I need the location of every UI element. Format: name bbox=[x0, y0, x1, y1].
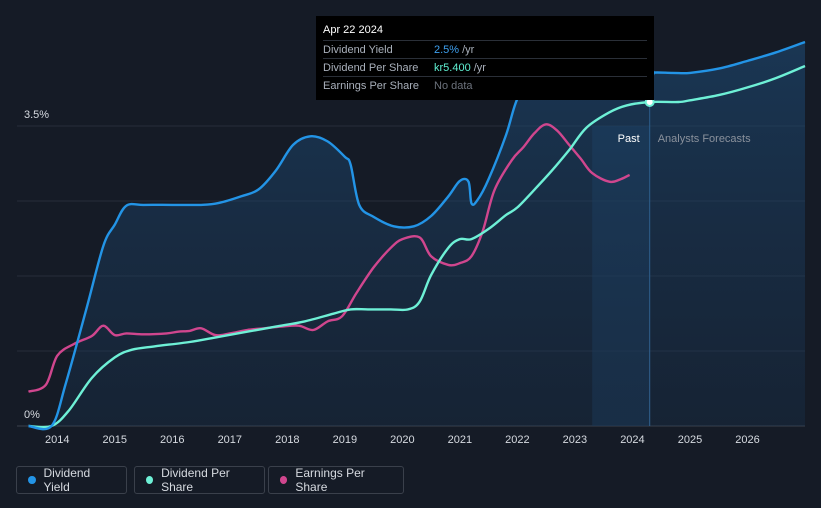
x-tick-label: 2022 bbox=[505, 434, 529, 446]
series-area-dividend-yield bbox=[28, 20, 805, 430]
legend-label: Dividend Yield bbox=[43, 466, 91, 494]
y-tick-label-bottom: 0% bbox=[24, 409, 40, 421]
legend-dividend-yield[interactable]: Dividend Yield bbox=[16, 466, 127, 494]
past-label: Past bbox=[618, 133, 640, 145]
x-tick-label: 2014 bbox=[45, 434, 69, 446]
axis-layer: 2014 2015 2016 2017 2018 2019 2020 2021 2022 2023… bbox=[45, 434, 760, 446]
x-tick-label: 2021 bbox=[448, 434, 472, 446]
tooltip-date: Apr 22 2024 bbox=[323, 24, 383, 36]
x-tick-label: 2015 bbox=[103, 434, 127, 446]
legend-earnings-per-share[interactable]: Earnings Per Share bbox=[268, 466, 404, 494]
x-tick-label: 2024 bbox=[620, 434, 644, 446]
tooltip-value: kr5.400 bbox=[434, 61, 471, 74]
tooltip-unit: /yr bbox=[473, 61, 486, 74]
tooltip-label: Earnings Per Share bbox=[323, 79, 419, 92]
x-tick-label: 2026 bbox=[735, 434, 759, 446]
x-tick-label: 2020 bbox=[390, 434, 414, 446]
series-line-earnings-per-share bbox=[28, 123, 631, 393]
x-tick-label: 2023 bbox=[563, 434, 587, 446]
tooltip-unit: /yr bbox=[462, 43, 475, 56]
legend-dot-icon bbox=[146, 476, 154, 484]
forecast-label: Analysts Forecasts bbox=[658, 133, 751, 145]
legend-label: Earnings Per Share bbox=[295, 466, 365, 494]
x-tick-label: 2025 bbox=[678, 434, 702, 446]
tooltip-value: 2.5% bbox=[434, 43, 460, 56]
x-tick-label: 2016 bbox=[160, 434, 184, 446]
tooltip: Apr 22 2024 Dividend Yield 2.5%/yr Divid… bbox=[316, 16, 654, 100]
x-tick-label: 2018 bbox=[275, 434, 299, 446]
tooltip-row-dividend-yield: Dividend Yield 2.5%/yr bbox=[323, 40, 647, 58]
y-tick-label-top: 3.5% bbox=[24, 109, 49, 121]
legend-dot-icon bbox=[280, 476, 288, 484]
x-tick-label: 2017 bbox=[218, 434, 242, 446]
legend-dividend-per-share[interactable]: Dividend Per Share bbox=[134, 466, 265, 494]
tooltip-row-earnings-per-share: Earnings Per Share No data bbox=[323, 76, 647, 94]
legend-label: Dividend Per Share bbox=[161, 466, 230, 494]
legend-dot-icon bbox=[28, 476, 36, 484]
tooltip-row-dividend-per-share: Dividend Per Share kr5.400/yr bbox=[323, 58, 647, 76]
tooltip-value: No data bbox=[434, 79, 473, 92]
tooltip-label: Dividend Per Share bbox=[323, 61, 419, 74]
x-tick-label: 2019 bbox=[333, 434, 357, 446]
tooltip-label: Dividend Yield bbox=[323, 43, 393, 56]
